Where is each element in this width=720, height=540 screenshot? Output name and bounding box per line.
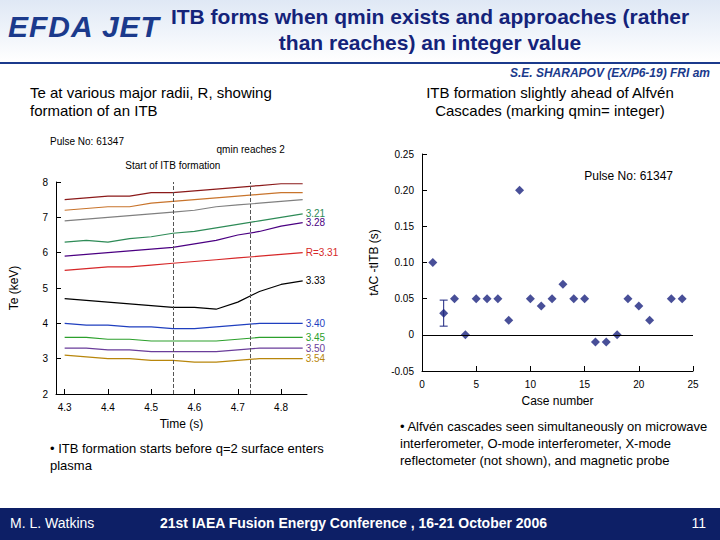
html-text:ITB formation slightly ahead o: ITB formation slightly ahead of Alfvén C…	[426, 84, 674, 119]
html-text:21st IAEA Fusion Energy Confer: 21st IAEA Fusion Energy Conference , 16-…	[160, 515, 547, 531]
svg-text:3.40: 3.40	[306, 318, 326, 329]
svg-text:4: 4	[42, 318, 48, 329]
svg-text:Start of ITB formation: Start of ITB formation	[125, 160, 220, 171]
html-text:• Alfvén cascades seen simulta: • Alfvén cascades seen simultaneously on…	[400, 419, 708, 468]
html-text:S.E. SHARAPOV (EX/P6-19) FRI a: S.E. SHARAPOV (EX/P6-19) FRI am	[509, 66, 710, 80]
svg-text:25: 25	[687, 379, 699, 390]
svg-text:0: 0	[408, 329, 414, 340]
svg-text:4.3: 4.3	[58, 402, 72, 413]
svg-text:3.50: 3.50	[306, 343, 326, 354]
svg-text:0.20: 0.20	[395, 185, 415, 196]
svg-text:20: 20	[633, 379, 645, 390]
html-text:11: 11	[691, 515, 706, 531]
svg-text:-0.05: -0.05	[391, 366, 414, 377]
svg-text:Pulse No: 61347: Pulse No: 61347	[50, 136, 124, 147]
svg-text:0: 0	[419, 379, 425, 390]
svg-text:6: 6	[42, 247, 48, 258]
svg-text:R=3.31: R=3.31	[306, 247, 339, 258]
svg-text:4.6: 4.6	[188, 402, 202, 413]
svg-text:8: 8	[42, 177, 48, 188]
svg-text:0.05: 0.05	[395, 293, 415, 304]
svg-text:7: 7	[42, 212, 48, 223]
html-text:• ITB formation starts before: • ITB formation starts before q=2 surfac…	[50, 441, 324, 473]
svg-text:10: 10	[525, 379, 537, 390]
html-text:M. L. Watkins: M. L. Watkins	[10, 515, 95, 531]
svg-text:3.21: 3.21	[305, 208, 326, 220]
svg-text:4.8: 4.8	[274, 402, 288, 413]
svg-text:3.45: 3.45	[306, 332, 326, 343]
svg-text:3.28: 3.28	[306, 217, 326, 228]
html-text:Te at various major radii, R,: Te at various major radii, R, showing fo…	[30, 84, 272, 119]
svg-text:3.54: 3.54	[306, 353, 326, 364]
svg-text:3: 3	[42, 353, 48, 364]
svg-text:4.4: 4.4	[101, 402, 115, 413]
svg-text:5: 5	[42, 283, 48, 294]
svg-text:0.10: 0.10	[395, 257, 415, 268]
svg-text:5: 5	[473, 379, 479, 390]
svg-text:15: 15	[579, 379, 591, 390]
svg-text:4.5: 4.5	[144, 402, 158, 413]
svg-text:Te (keV): Te (keV)	[7, 266, 21, 311]
svg-text:3.33: 3.33	[306, 275, 326, 286]
svg-text:qmin reaches 2: qmin reaches 2	[217, 144, 286, 155]
svg-text:tAC -tITB (s): tAC -tITB (s)	[367, 229, 381, 296]
svg-text:2: 2	[42, 389, 48, 400]
svg-text:0.25: 0.25	[395, 149, 415, 160]
svg-text:Case number: Case number	[521, 394, 593, 408]
svg-text:4.7: 4.7	[231, 402, 245, 413]
svg-text:0.15: 0.15	[395, 221, 415, 232]
html-text:EFDA JET ITB forms when qmin e: EFDA JET ITB forms when qmin exists and …	[8, 5, 690, 54]
svg-text:Time (s): Time (s)	[160, 417, 204, 431]
svg-text:Pulse No: 61347: Pulse No: 61347	[584, 169, 673, 183]
